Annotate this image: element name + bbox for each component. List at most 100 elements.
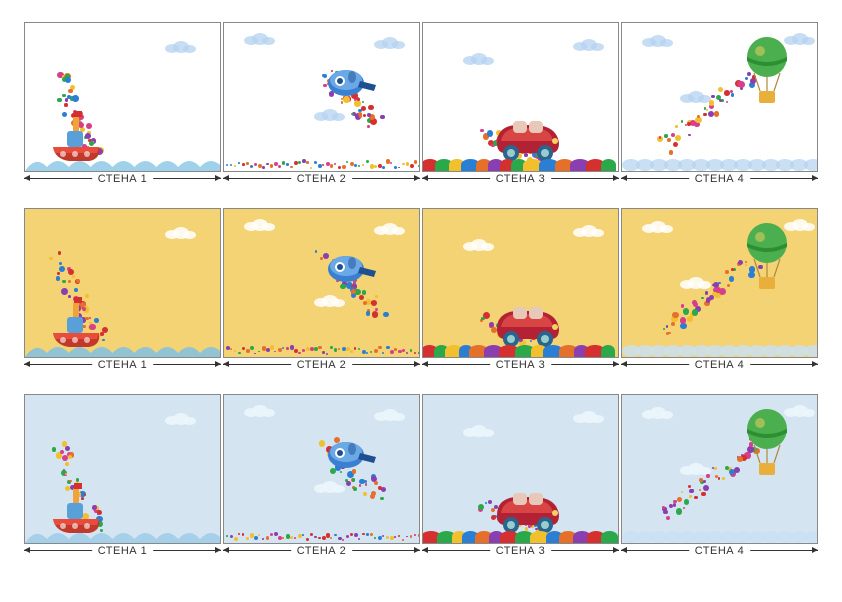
- label-wall-1: СТЕНА 1: [24, 360, 221, 376]
- confetti-dot: [320, 257, 323, 260]
- panel-wall-1: [24, 22, 221, 172]
- panel-wall-2: [223, 394, 420, 544]
- waves: [25, 343, 220, 357]
- confetti-dot: [361, 106, 366, 111]
- plane-illustration: [324, 249, 378, 289]
- confetti-dot: [366, 311, 371, 316]
- confetti-dot: [666, 325, 669, 328]
- label-wall-4: СТЕНА 4: [621, 174, 818, 190]
- wall-label-text: СТЕНА 2: [291, 359, 353, 371]
- confetti-dot: [68, 280, 71, 283]
- confetti-dot: [709, 100, 714, 105]
- confetti-dot: [68, 269, 74, 275]
- wall-label-text: СТЕНА 2: [291, 173, 353, 185]
- confetti-dot: [731, 93, 735, 97]
- confetti-dot: [381, 487, 386, 492]
- confetti-dot: [372, 311, 378, 317]
- label-wall-1: СТЕНА 1: [24, 174, 221, 190]
- confetti-dot: [359, 484, 361, 486]
- pebble-ground: [423, 531, 618, 543]
- panel-wall-2: [223, 208, 420, 358]
- confetti-dot: [706, 474, 709, 477]
- confetti-dot: [365, 483, 367, 485]
- label-wall-1: СТЕНА 1: [24, 546, 221, 562]
- confetti-dot: [362, 290, 367, 295]
- confetti-dot: [703, 480, 706, 483]
- confetti-dot: [688, 485, 691, 488]
- confetti-dot: [72, 95, 78, 101]
- boat-illustration: [47, 293, 105, 349]
- plane-illustration: [324, 435, 378, 475]
- confetti-dot: [683, 308, 689, 314]
- confetti-dot: [65, 446, 70, 451]
- confetti-dot: [725, 270, 728, 273]
- confetti-dot: [673, 500, 676, 503]
- confetti-dot: [694, 496, 698, 500]
- panels-strip: [24, 208, 818, 358]
- confetti-dot: [681, 491, 683, 493]
- panel-wall-2: [223, 22, 420, 172]
- pebble-ground: [423, 345, 618, 357]
- design-sheet: СТЕНА 1 СТЕНА 2 СТЕНА 3 СТЕНА 4 СТЕНА 1 СТЕН…: [0, 0, 842, 602]
- confetti-dot: [724, 90, 730, 96]
- confetti-dot: [692, 309, 699, 316]
- panel-wall-3: [422, 394, 619, 544]
- label-wall-2: СТЕНА 2: [223, 360, 420, 376]
- confetti-dot: [669, 150, 674, 155]
- confetti-dot: [703, 113, 707, 117]
- confetti-dot: [56, 276, 61, 281]
- cloud-ground: [622, 529, 817, 543]
- balloon-illustration: [742, 223, 792, 295]
- confetti-dot: [62, 280, 66, 284]
- confetti-dot: [315, 250, 317, 252]
- confetti-dot: [701, 492, 705, 496]
- confetti-dot: [680, 323, 687, 330]
- confetti-dot: [681, 120, 684, 123]
- confetti-dot: [671, 322, 675, 326]
- label-wall-2: СТЕНА 2: [223, 174, 420, 190]
- dimension-labels: СТЕНА 1СТЕНА 2СТЕНА 3СТЕНА 4: [24, 546, 818, 562]
- variant-row: СТЕНА 1СТЕНА 2СТЕНА 3СТЕНА 4: [24, 22, 818, 190]
- confetti-dot: [666, 516, 670, 520]
- confetti-dot: [714, 467, 717, 470]
- confetti-dot: [714, 111, 719, 116]
- confetti-dot: [684, 499, 690, 505]
- confetti-dot: [59, 266, 65, 272]
- confetti-dot: [675, 135, 681, 141]
- label-wall-3: СТЕНА 3: [422, 546, 619, 562]
- confetti-dot: [380, 115, 384, 119]
- wall-label-text: СТЕНА 4: [689, 359, 751, 371]
- confetti-dot: [65, 77, 71, 83]
- confetti-dot: [731, 268, 734, 271]
- confetti-dot: [727, 284, 730, 287]
- confetti-dot: [68, 455, 72, 459]
- confetti-dot: [726, 101, 728, 103]
- confetti-dot: [371, 300, 377, 306]
- confetti-dot: [65, 462, 69, 466]
- confetti-dot: [59, 262, 62, 265]
- confetti-dot: [675, 125, 678, 128]
- panels-strip: [24, 22, 818, 172]
- confetti-dot: [368, 105, 374, 111]
- confetti-dot: [57, 272, 59, 274]
- confetti-dot: [480, 129, 483, 132]
- confetti-dot: [375, 295, 377, 297]
- waves: [25, 529, 220, 543]
- confetti-dot: [72, 275, 75, 278]
- panel-wall-4: [621, 22, 818, 172]
- confetti-dot: [687, 122, 691, 126]
- confetti-dot: [62, 94, 65, 97]
- cloud-ground: [622, 343, 817, 357]
- panel-wall-4: [621, 208, 818, 358]
- confetti-dot: [68, 89, 72, 93]
- boat-illustration: [47, 479, 105, 535]
- confetti-dot: [706, 109, 708, 111]
- confetti-dot: [663, 328, 665, 330]
- dimension-labels: СТЕНА 1СТЕНА 2СТЕНА 3СТЕНА 4: [24, 174, 818, 190]
- pebble-ground: [423, 159, 618, 171]
- balloon-illustration: [742, 37, 792, 109]
- confetti-dot: [363, 114, 366, 117]
- panels-strip: [24, 394, 818, 544]
- variant-row: СТЕНА 1СТЕНА 2СТЕНА 3СТЕНА 4: [24, 208, 818, 376]
- wall-label-text: СТЕНА 2: [291, 545, 353, 557]
